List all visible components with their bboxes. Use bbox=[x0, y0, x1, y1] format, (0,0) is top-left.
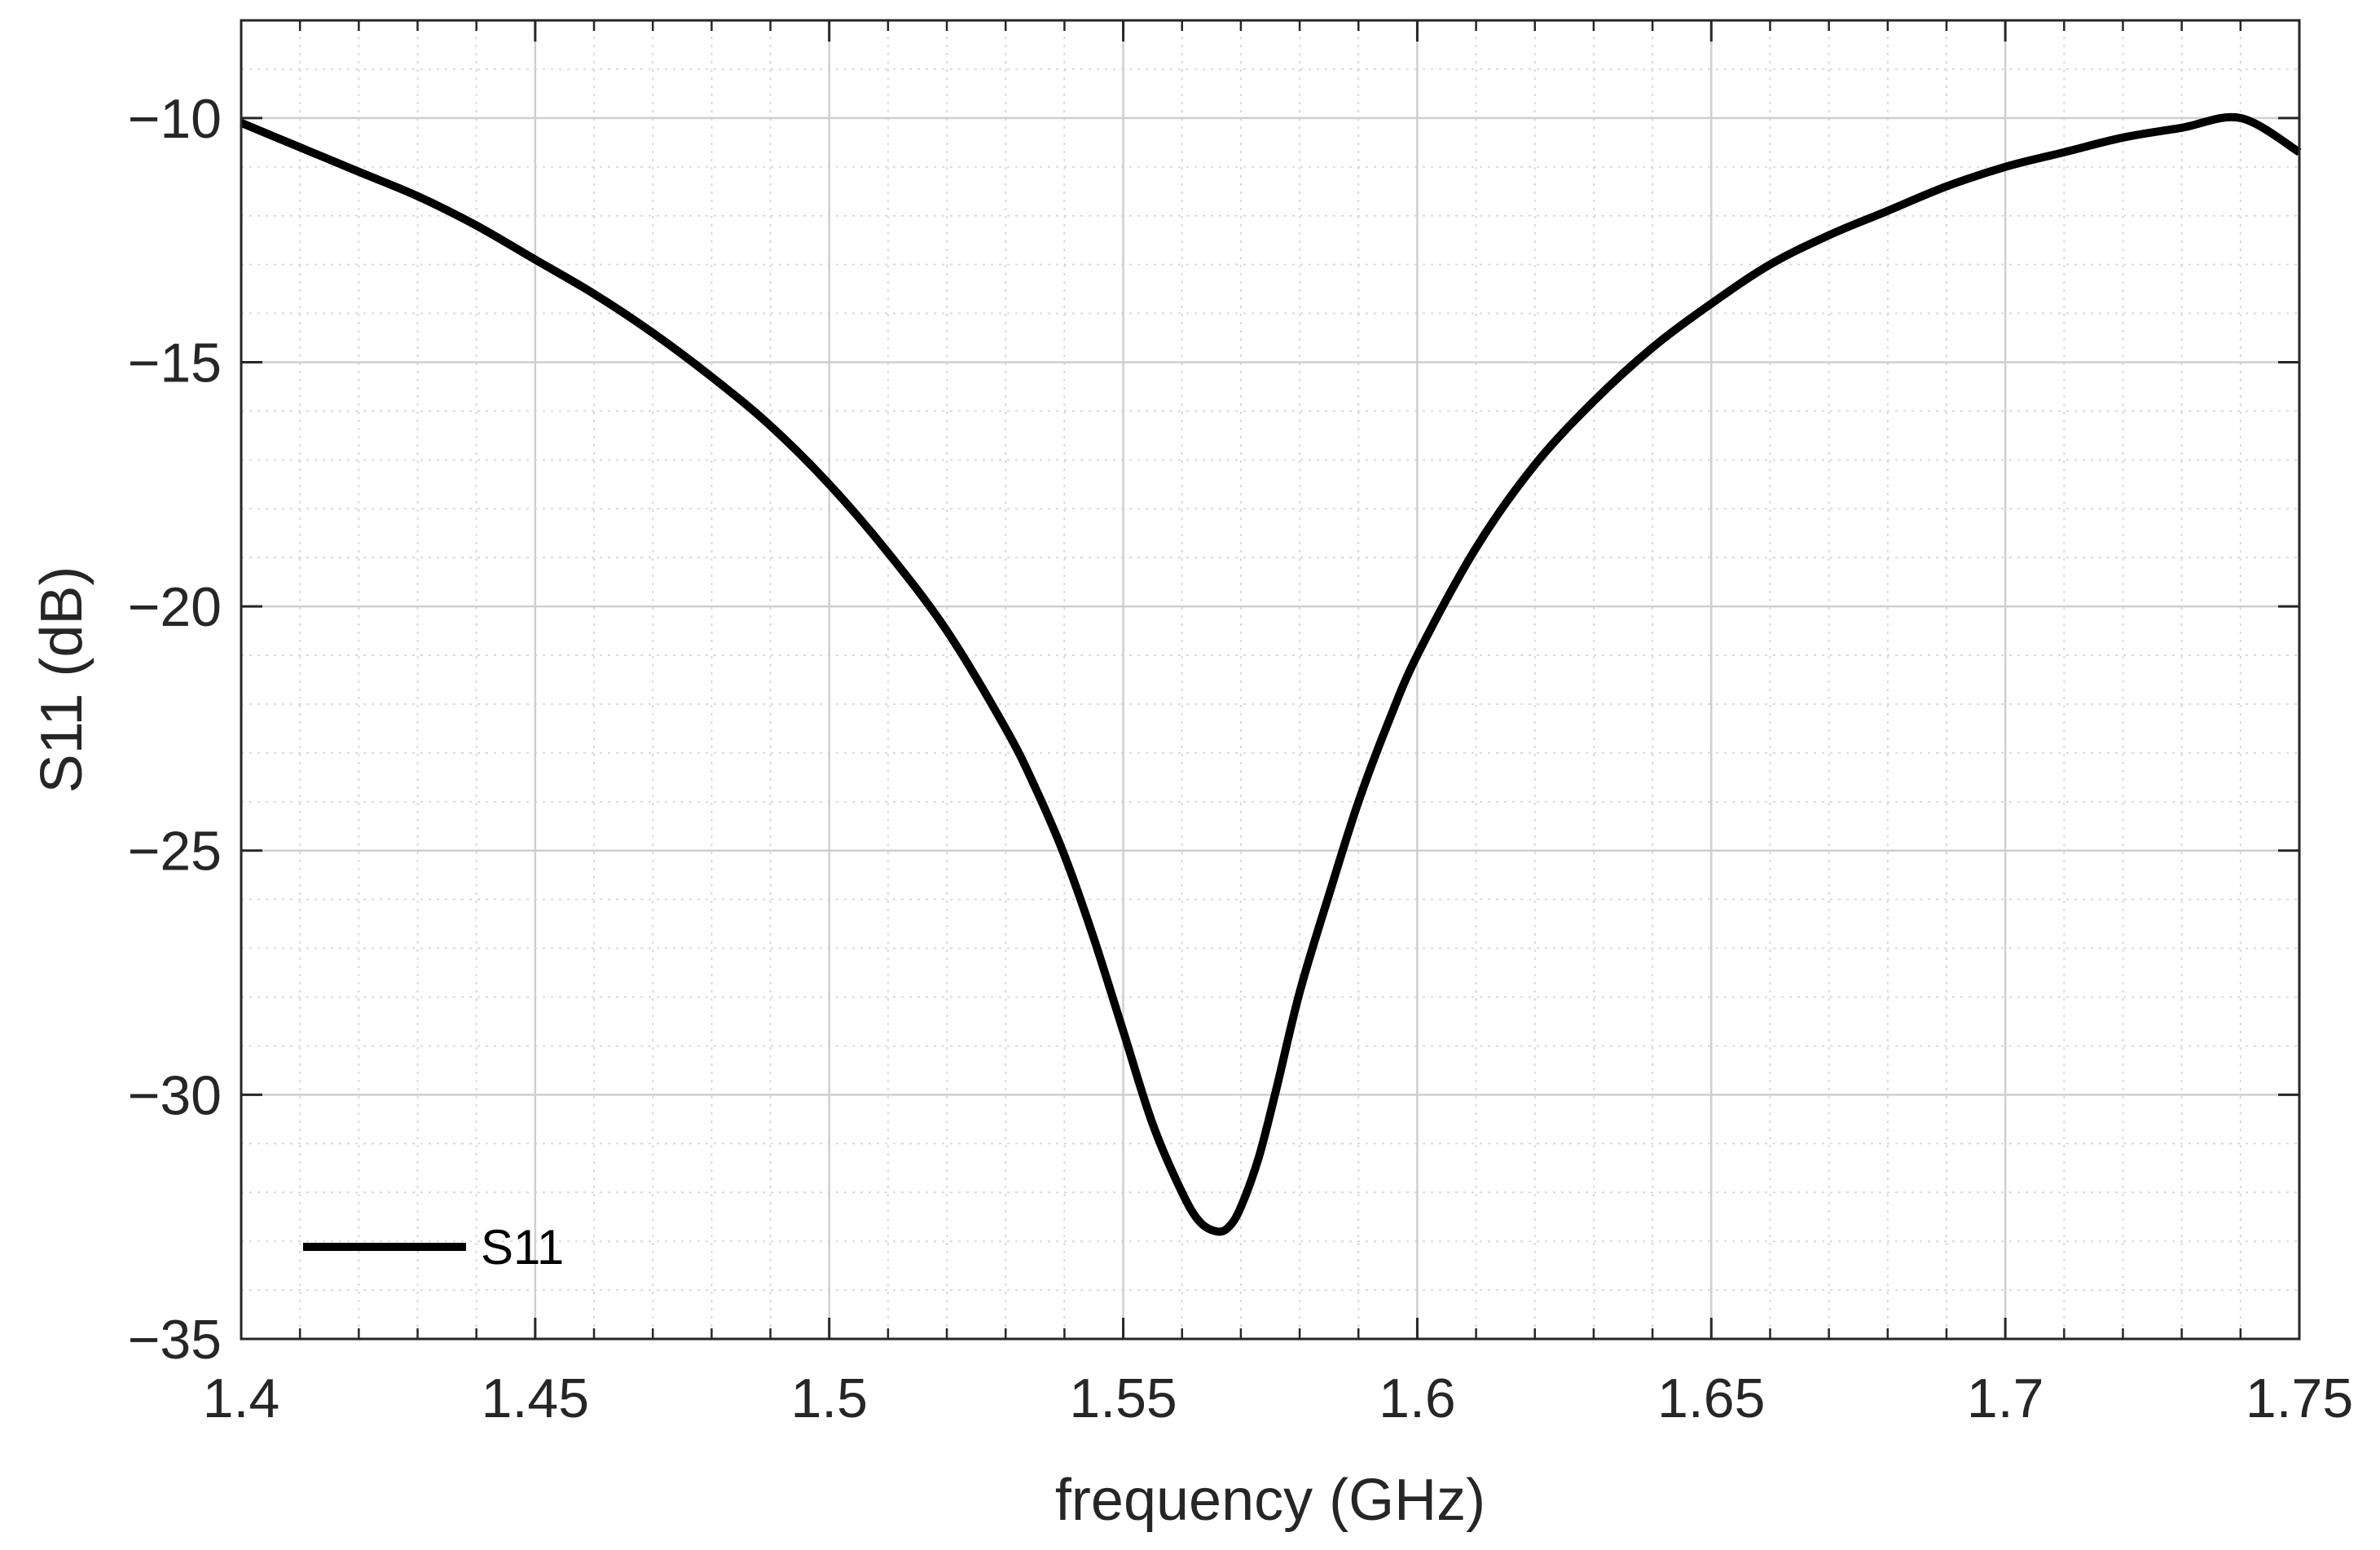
legend-label-s11: S11 bbox=[481, 1220, 564, 1275]
y-tick-labels: −35 −30 −25 −20 −15 −10 bbox=[128, 88, 222, 1371]
y-tick-label: −15 bbox=[128, 332, 222, 394]
series-line-s11 bbox=[240, 112, 2302, 1236]
y-tick-label: −35 bbox=[128, 1309, 222, 1371]
minor-grid bbox=[240, 20, 2300, 1340]
x-tick-label: 1.65 bbox=[1657, 1367, 1765, 1429]
y-tick-label: −25 bbox=[128, 821, 222, 883]
y-axis-title: S11 (dB) bbox=[29, 566, 95, 794]
x-tick-label: 1.55 bbox=[1069, 1367, 1177, 1429]
x-tick-label: 1.7 bbox=[1967, 1367, 2044, 1429]
plot-frame bbox=[240, 19, 2301, 1341]
x-tick-label: 1.75 bbox=[2246, 1367, 2353, 1429]
x-tick-label: 1.4 bbox=[203, 1367, 280, 1429]
x-axis-title: frequency (GHz) bbox=[1055, 1468, 1485, 1533]
axis-ticks bbox=[240, 20, 2301, 1341]
y-tick-label: −20 bbox=[128, 576, 222, 638]
x-tick-label: 1.6 bbox=[1379, 1367, 1456, 1429]
series-layer bbox=[240, 112, 2302, 1236]
x-tick-label: 1.5 bbox=[790, 1367, 868, 1429]
legend: S11 bbox=[303, 1220, 564, 1275]
x-tick-label: 1.45 bbox=[482, 1367, 589, 1429]
major-grid bbox=[240, 20, 2301, 1341]
x-tick-labels: 1.4 1.45 1.5 1.55 1.6 1.65 1.7 1.75 bbox=[203, 1367, 2353, 1429]
y-tick-label: −10 bbox=[128, 88, 222, 150]
y-tick-label: −30 bbox=[128, 1064, 222, 1126]
